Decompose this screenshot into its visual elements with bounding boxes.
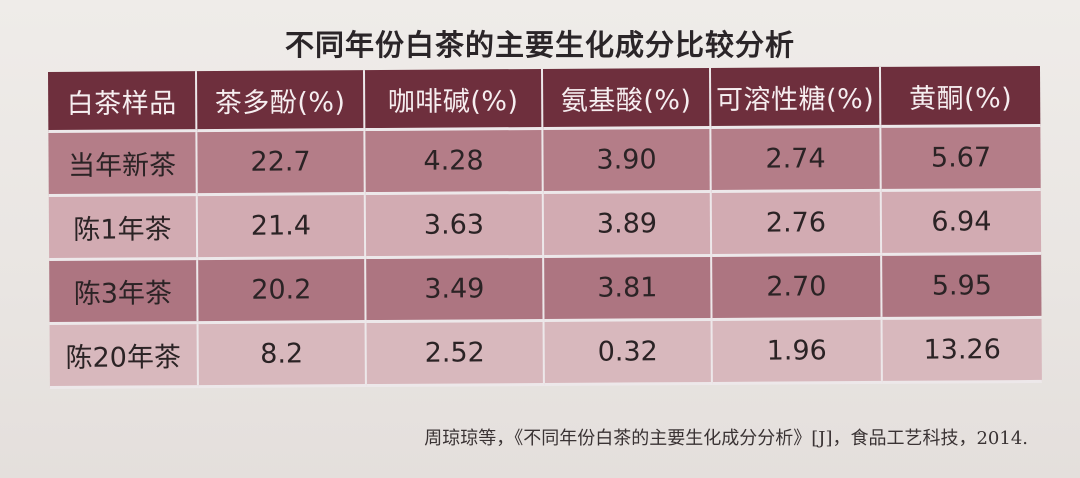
column-header-sample: 白茶样品 <box>48 71 197 132</box>
table-cell: 22.7 <box>196 129 365 195</box>
table-header: 白茶样品 茶多酚(%) 咖啡碱(%) 氨基酸(%) 可溶性糖(%) 黄酮(%) <box>48 65 1041 132</box>
row-label: 陈3年茶 <box>49 258 198 324</box>
table-row: 陈20年茶 8.2 2.52 0.32 1.96 13.26 <box>49 317 1042 388</box>
column-header-caffeine: 咖啡碱(%) <box>363 68 543 130</box>
data-table: 白茶样品 茶多酚(%) 咖啡碱(%) 氨基酸(%) 可溶性糖(%) 黄酮(%) … <box>48 65 1042 389</box>
column-header-soluble-sugar: 可溶性糖(%) <box>709 66 881 128</box>
table-cell: 5.95 <box>881 253 1042 319</box>
column-header-amino-acids: 氨基酸(%) <box>541 67 711 129</box>
table-cell: 3.63 <box>364 192 544 258</box>
table-cell: 4.28 <box>364 128 543 194</box>
table-cell: 2.70 <box>711 254 882 320</box>
table-row: 陈1年茶 21.4 3.63 3.89 2.76 6.94 <box>48 189 1042 260</box>
table-row: 陈3年茶 20.2 3.49 3.81 2.70 5.95 <box>49 253 1042 324</box>
table-cell: 3.90 <box>542 127 711 193</box>
table-cell: 8.2 <box>197 321 366 387</box>
table-cell: 1.96 <box>711 318 882 384</box>
column-header-flavonoids: 黄酮(%) <box>879 65 1041 127</box>
table-cell: 3.81 <box>543 255 712 321</box>
table-cell: 2.76 <box>710 190 882 256</box>
row-label: 陈1年茶 <box>48 194 198 260</box>
row-label: 陈20年茶 <box>49 322 198 388</box>
table-row: 当年新茶 22.7 4.28 3.90 2.74 5.67 <box>48 125 1041 196</box>
table-cell: 0.32 <box>543 319 712 385</box>
table-cell: 3.49 <box>365 256 544 322</box>
table-cell: 2.74 <box>710 126 881 192</box>
table-cell: 6.94 <box>880 189 1042 255</box>
column-header-tea-polyphenols: 茶多酚(%) <box>195 70 365 131</box>
table-header-row: 白茶样品 茶多酚(%) 咖啡碱(%) 氨基酸(%) 可溶性糖(%) 黄酮(%) <box>48 65 1041 132</box>
table-cell: 3.89 <box>542 191 712 257</box>
table-cell: 13.26 <box>881 317 1042 383</box>
table-cell: 21.4 <box>196 193 366 259</box>
page-title: 不同年份白茶的主要生化成分比较分析 <box>284 28 795 62</box>
row-label: 当年新茶 <box>48 130 197 196</box>
source-citation: 周琼琼等，《不同年份白茶的主要生化成分分析》[J]，食品工艺科技，2014. <box>424 428 1028 449</box>
table-body: 当年新茶 22.7 4.28 3.90 2.74 5.67 陈1年茶 21.4 … <box>48 125 1042 388</box>
data-table-wrapper: 白茶样品 茶多酚(%) 咖啡碱(%) 氨基酸(%) 可溶性糖(%) 黄酮(%) … <box>48 65 1042 394</box>
table-cell: 2.52 <box>365 320 544 386</box>
table-cell: 20.2 <box>197 257 366 323</box>
table-cell: 5.67 <box>880 125 1041 191</box>
